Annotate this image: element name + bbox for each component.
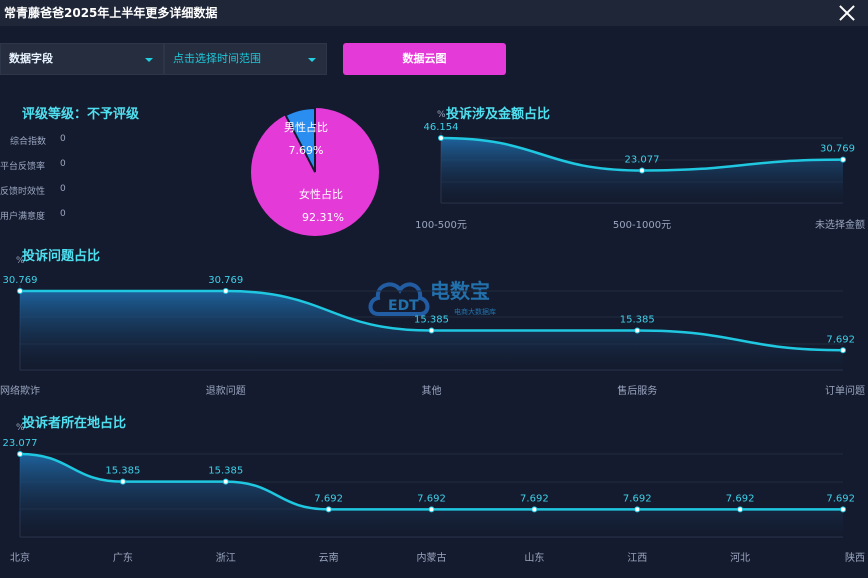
- title-bar: 常青藤爸爸2025年上半年更多详细数据: [0, 0, 868, 26]
- x-tick-label: 售后服务: [617, 384, 657, 397]
- logo-text: EDT: [388, 298, 419, 314]
- pie-slice-male: [284, 106, 316, 173]
- amount-chart-title: 投诉涉及金额占比: [446, 107, 551, 122]
- data-label: 7.692: [520, 493, 549, 504]
- data-point: [17, 451, 23, 457]
- male-label: 男性占比: [284, 120, 328, 134]
- data-label: 30.769: [3, 275, 38, 286]
- data-label: 23.077: [3, 438, 38, 449]
- female-label: 女性占比: [299, 187, 343, 201]
- data-cloud-button[interactable]: 数据云图: [343, 43, 506, 75]
- pie-slice-female: [251, 108, 379, 236]
- metric-label: 平台反馈率: [0, 162, 46, 172]
- y-unit-label: %: [437, 110, 446, 120]
- issue-chart-title: 投诉问题占比: [22, 249, 101, 264]
- data-point: [17, 288, 23, 294]
- data-label: 7.692: [826, 334, 855, 345]
- x-tick-label: 500-1000元: [613, 220, 671, 231]
- x-tick-label: 云南: [319, 551, 339, 564]
- metric-value: 0: [60, 184, 66, 194]
- data-point: [737, 506, 744, 513]
- x-tick-label: 订单问题: [825, 384, 865, 397]
- data-point: [840, 156, 846, 163]
- data-point: [428, 327, 435, 334]
- data-label: 15.385: [208, 466, 243, 477]
- x-tick-label: 江西: [627, 552, 647, 564]
- data-point: [639, 167, 645, 174]
- data-label: 7.692: [826, 493, 855, 504]
- data-label: 15.385: [105, 466, 140, 477]
- series-area: [441, 138, 843, 203]
- x-tick-label: 网络欺诈: [0, 384, 40, 397]
- data-point: [222, 288, 229, 294]
- data-field-select[interactable]: 数据字段: [0, 43, 164, 75]
- metric-row: 平台反馈率 0: [0, 159, 66, 172]
- male-value: 7.69%: [289, 144, 324, 157]
- data-point: [222, 478, 229, 485]
- series-line: [19, 452, 843, 511]
- data-point: [119, 478, 126, 485]
- series-area: [20, 454, 843, 537]
- x-tick-label: 山东: [524, 551, 544, 564]
- x-tick-label: 退款问题: [206, 384, 246, 397]
- x-tick-label: 陕西: [845, 551, 865, 564]
- metric-label: 综合指数: [10, 137, 47, 147]
- x-tick-label: 浙江: [216, 552, 236, 564]
- data-point: [531, 506, 538, 513]
- x-tick-label: 未选择金额: [815, 218, 865, 231]
- metric-row: 综合指数 0: [10, 134, 66, 147]
- x-tick-label: 北京: [10, 551, 30, 564]
- female-value: 92.31%: [302, 211, 344, 224]
- metric-value: 0: [60, 134, 66, 144]
- data-point: [840, 347, 846, 354]
- region-chart-title: 投诉者所在地占比: [22, 416, 127, 431]
- chevron-down-icon: [145, 58, 153, 62]
- window-title: 常青藤爸爸2025年上半年更多详细数据: [4, 6, 218, 20]
- x-tick-label: 100-500元: [415, 220, 467, 231]
- metric-value: 0: [60, 209, 66, 219]
- data-point: [438, 135, 444, 141]
- x-tick-label: 河北: [730, 552, 750, 564]
- data-label: 30.769: [208, 275, 243, 286]
- data-label: 46.154: [424, 122, 459, 133]
- metric-label: 用户满意度: [0, 212, 46, 222]
- chevron-down-icon: [308, 58, 316, 62]
- metric-row: 反馈时效性 0: [0, 184, 66, 197]
- metric-label: 反馈时效性: [0, 187, 46, 197]
- data-point: [428, 506, 435, 513]
- data-point: [325, 506, 332, 513]
- data-label: 7.692: [623, 493, 652, 504]
- data-point: [840, 506, 846, 513]
- x-tick-label: 广东: [113, 551, 133, 564]
- metric-row: 用户满意度 0: [0, 209, 66, 222]
- metric-value: 0: [60, 159, 66, 169]
- data-point: [634, 327, 641, 334]
- data-label: 23.077: [625, 155, 660, 166]
- x-tick-label: 其他: [422, 384, 442, 397]
- time-range-label: 点击选择时间范围: [173, 52, 261, 65]
- close-icon[interactable]: [836, 2, 858, 24]
- data-label: 7.692: [314, 493, 343, 504]
- data-label: 30.769: [820, 144, 855, 155]
- brand-sub: 电商大数据库: [454, 307, 496, 316]
- series-line: [440, 136, 844, 172]
- data-label: 15.385: [620, 314, 655, 325]
- data-label: 7.692: [417, 493, 446, 504]
- watermark-logo: EDT 电数宝 电商大数据库: [368, 266, 518, 322]
- brand-name: 电数宝: [430, 279, 490, 303]
- data-label: 7.692: [726, 493, 755, 504]
- data-field-label: 数据字段: [9, 52, 53, 65]
- rating-title: 评级等级：不予评级: [22, 107, 140, 122]
- time-range-select[interactable]: 点击选择时间范围: [164, 43, 327, 75]
- x-tick-label: 内蒙古: [417, 551, 447, 564]
- data-point: [634, 506, 641, 513]
